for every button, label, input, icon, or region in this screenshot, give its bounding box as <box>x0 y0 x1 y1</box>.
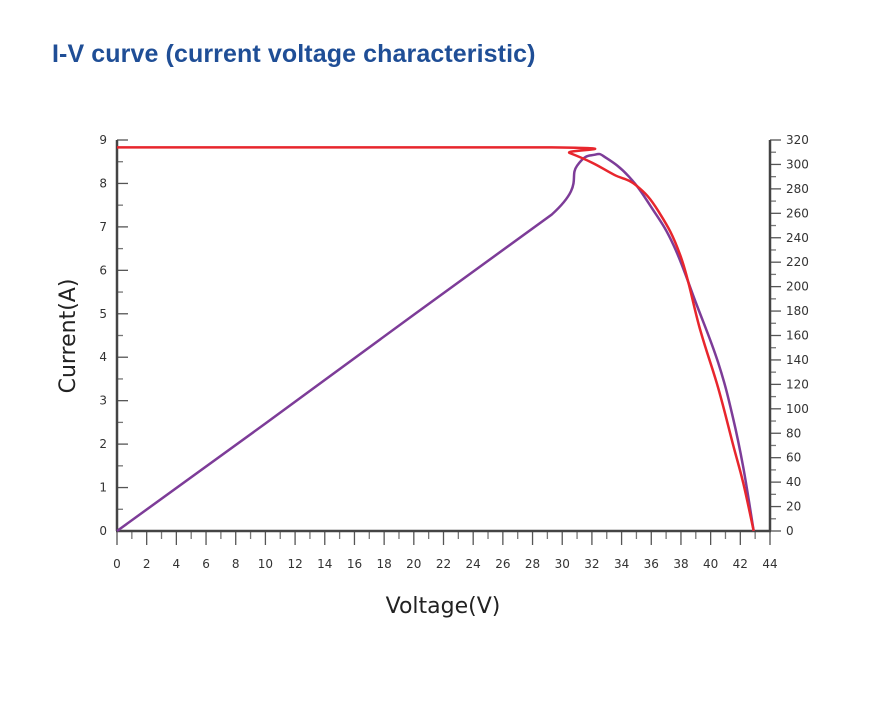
x-tick-label: 14 <box>317 557 332 571</box>
y-tick-label: 4 <box>99 350 107 364</box>
y2-tick-label: 60 <box>786 451 801 465</box>
current-series-line <box>117 146 755 532</box>
x-tick-label: 18 <box>376 557 391 571</box>
x-tick-label: 24 <box>466 557 481 571</box>
y2-tick-label: 120 <box>786 377 809 391</box>
x-tick-label: 12 <box>287 557 302 571</box>
x-tick-label: 10 <box>258 557 273 571</box>
x-tick-label: 16 <box>347 557 362 571</box>
x-tick-label: 40 <box>703 557 718 571</box>
x-tick-label: 26 <box>495 557 510 571</box>
y-tick-label: 7 <box>99 220 107 234</box>
x-tick-label: 36 <box>644 557 659 571</box>
y2-tick-label: 140 <box>786 353 809 367</box>
y-tick-label: 1 <box>99 481 107 495</box>
x-tick-label: 34 <box>614 557 629 571</box>
y2-tick-label: 220 <box>786 255 809 269</box>
y2-tick-label: 0 <box>786 524 794 538</box>
y2-tick-label: 100 <box>786 402 809 416</box>
x-tick-label: 6 <box>202 557 210 571</box>
x-tick-label: 20 <box>406 557 421 571</box>
y-axis-title: Current(A) <box>56 279 81 394</box>
y2-tick-label: 80 <box>786 426 801 440</box>
x-tick-label: 38 <box>673 557 688 571</box>
x-tick-label: 28 <box>525 557 540 571</box>
y-tick-label: 2 <box>99 437 107 451</box>
x-tick-label: 4 <box>173 557 181 571</box>
x-tick-label: 30 <box>555 557 570 571</box>
y-axis-left-ticks: 0 1 2 3 4 5 6 7 8 9 <box>99 133 128 538</box>
y2-tick-label: 320 <box>786 133 809 147</box>
x-tick-label: 0 <box>113 557 121 571</box>
y-tick-label: 6 <box>99 263 107 277</box>
y2-tick-label: 200 <box>786 280 809 294</box>
x-axis-ticks: 0 2 4 6 8 10 12 14 16 18 20 22 24 26 28 30 32 34 36 38 40 42 4… <box>113 531 778 571</box>
y-tick-label: 3 <box>99 394 107 408</box>
y-tick-label: 5 <box>99 307 107 321</box>
y-tick-label: 8 <box>99 176 107 190</box>
x-tick-label: 8 <box>232 557 240 571</box>
x-axis-title: Voltage(V) <box>386 594 501 619</box>
y-axis-right-ticks: 0 20 40 60 80 100 120 140 160 180 200 220 240 260 280 3… <box>770 133 809 538</box>
y2-tick-label: 300 <box>786 157 809 171</box>
y2-tick-label: 180 <box>786 304 809 318</box>
x-tick-label: 22 <box>436 557 451 571</box>
y2-tick-label: 40 <box>786 475 801 489</box>
y2-tick-label: 260 <box>786 206 809 220</box>
chart-title: I-V curve (current voltage characteristi… <box>52 40 536 68</box>
y2-tick-label: 240 <box>786 231 809 245</box>
y-tick-label: 0 <box>99 524 107 538</box>
y2-tick-label: 160 <box>786 329 809 343</box>
y2-tick-label: 280 <box>786 182 809 196</box>
x-tick-label: 42 <box>733 557 748 571</box>
x-tick-label: 32 <box>584 557 599 571</box>
y2-tick-label: 20 <box>786 500 801 514</box>
y-tick-label: 9 <box>99 133 107 147</box>
x-tick-label: 44 <box>762 557 777 571</box>
power-series-line <box>116 152 755 533</box>
x-tick-label: 2 <box>143 557 151 571</box>
